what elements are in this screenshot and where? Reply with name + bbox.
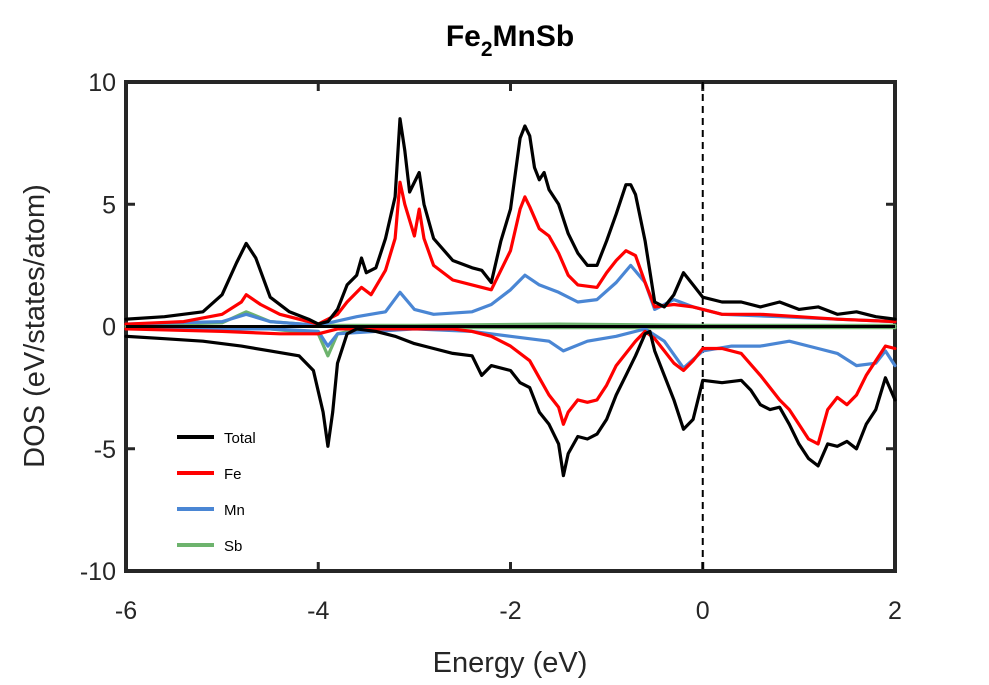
y-tick-label: 10 bbox=[88, 69, 116, 97]
series-line-mn-up bbox=[124, 263, 897, 327]
x-tick-label: -4 bbox=[307, 597, 329, 625]
series-line-mn-down bbox=[124, 327, 897, 370]
y-tick-label: 5 bbox=[102, 191, 116, 219]
series-line-total-up bbox=[124, 117, 897, 326]
series-line-total-down bbox=[124, 327, 897, 478]
y-tick-label: 0 bbox=[102, 314, 116, 342]
series-line-fe-down bbox=[124, 327, 897, 446]
legend-label-sb: Sb bbox=[224, 538, 242, 555]
y-tick-label: -5 bbox=[94, 436, 116, 464]
title-rest: MnSb bbox=[493, 20, 575, 53]
x-axis-label: Energy (eV) bbox=[433, 647, 588, 679]
x-tick-label: 0 bbox=[696, 597, 710, 625]
x-tick-label: -6 bbox=[115, 597, 137, 625]
legend-label-mn: Mn bbox=[224, 502, 245, 519]
title-main: Fe bbox=[446, 20, 481, 53]
y-tick-label: -10 bbox=[80, 558, 116, 586]
legend-label-fe: Fe bbox=[224, 466, 242, 483]
title-subscript: 2 bbox=[481, 38, 493, 61]
legend: Total Fe Mn Sb bbox=[177, 430, 256, 555]
legend-label-total: Total bbox=[224, 430, 256, 447]
x-tick-label: 2 bbox=[888, 597, 902, 625]
axis-tick-labels: -6 -4 -2 0 2 -10 -5 0 5 10 bbox=[80, 69, 902, 625]
x-tick-label: -2 bbox=[499, 597, 521, 625]
chart-title: Fe2MnSb bbox=[446, 20, 574, 61]
y-axis-label: DOS (eV/states/atom) bbox=[19, 184, 51, 468]
